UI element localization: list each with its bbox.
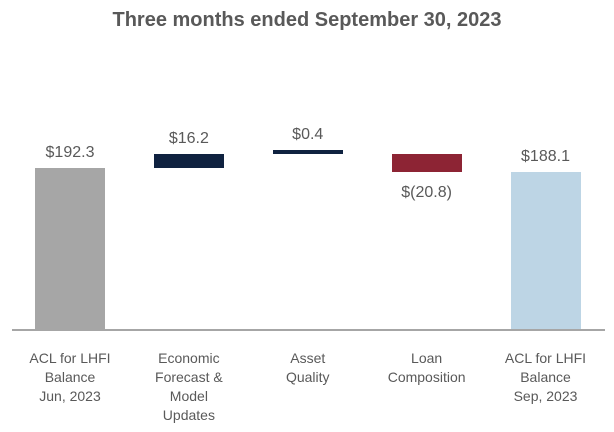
bar-value-label-2: $0.4	[292, 126, 324, 144]
bar-value-label-1: $16.2	[168, 130, 209, 148]
waterfall-bar-0	[35, 168, 105, 330]
bar-category-label-0: ACL for LHFI Balance Jun, 2023	[29, 350, 111, 404]
waterfall-bar-3	[391, 154, 462, 172]
waterfall-bar-1	[153, 154, 224, 168]
waterfall-bar-4	[510, 171, 581, 330]
baseline-axis	[12, 329, 605, 331]
chart-title: Three months ended September 30, 2023	[112, 9, 502, 31]
bar-value-label-3: $(20.8)	[401, 183, 452, 201]
bar-category-label-3: Loan Composition	[387, 350, 466, 385]
waterfall-bar-2	[272, 150, 343, 155]
bar-category-label-1: Economic Forecast & Model Updates	[155, 350, 223, 423]
bar-category-label-2: Asset Quality	[285, 350, 330, 385]
bar-value-label-0: $192.3	[45, 144, 95, 161]
bar-value-label-4: $188.1	[521, 147, 570, 165]
bar-category-label-4: ACL for LHFI Balance Sep, 2023	[504, 350, 587, 404]
